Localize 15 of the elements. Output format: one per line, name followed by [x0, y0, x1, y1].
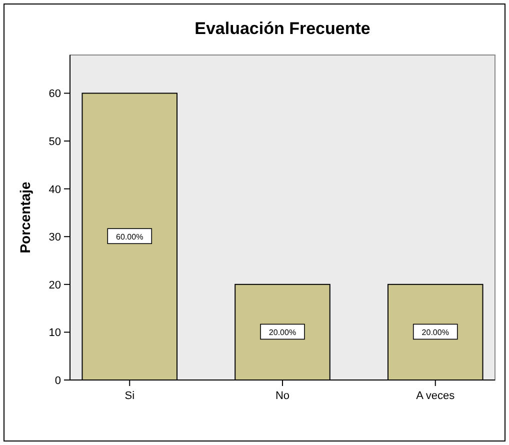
data-label: 20.00% [422, 328, 449, 338]
x-tick-label: A veces [416, 390, 456, 402]
x-tick-label: No [275, 390, 290, 402]
y-tick-label: 30 [48, 232, 61, 244]
y-tick-label: 10 [48, 327, 61, 340]
x-tick-label: Si [124, 390, 135, 402]
y-tick-label: 50 [48, 136, 61, 148]
y-tick-label: 20 [48, 279, 61, 292]
y-axis-title: Porcentaje [17, 181, 33, 254]
y-tick-label: 0 [54, 375, 61, 387]
y-tick-label: 40 [48, 184, 61, 196]
data-label: 20.00% [268, 328, 296, 338]
chart-title: Evaluación Frecuente [194, 19, 370, 38]
data-label: 60.00% [116, 232, 144, 242]
y-tick-label: 60 [48, 88, 61, 100]
